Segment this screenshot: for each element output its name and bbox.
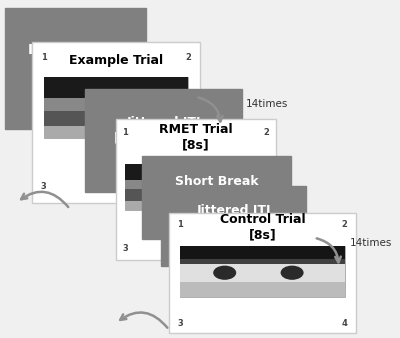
- Text: 3: 3: [122, 244, 128, 253]
- Bar: [142, 155, 291, 239]
- Ellipse shape: [213, 266, 236, 280]
- Bar: [180, 246, 345, 297]
- Text: 3: 3: [178, 319, 183, 328]
- Bar: [125, 189, 266, 201]
- Bar: [44, 77, 188, 138]
- Bar: [125, 201, 266, 210]
- Bar: [44, 111, 188, 126]
- Text: Short Break
[30s]: Short Break [30s]: [175, 175, 258, 203]
- Bar: [162, 186, 306, 266]
- Text: 14times: 14times: [245, 99, 288, 108]
- Text: 1: 1: [41, 53, 46, 62]
- Bar: [125, 164, 266, 180]
- Ellipse shape: [280, 266, 304, 280]
- Bar: [180, 264, 345, 282]
- Bar: [44, 126, 188, 138]
- Text: Control Trial
[8s]: Control Trial [8s]: [220, 213, 305, 241]
- Bar: [169, 213, 356, 333]
- Text: 4: 4: [342, 319, 348, 328]
- Bar: [44, 98, 188, 111]
- Text: RMET Trial
[8s]: RMET Trial [8s]: [159, 123, 233, 151]
- Text: 3: 3: [41, 182, 46, 191]
- Text: 1: 1: [177, 220, 183, 229]
- Text: 1: 1: [122, 128, 128, 137]
- Bar: [32, 42, 200, 202]
- Text: Example Trial: Example Trial: [69, 54, 163, 67]
- Text: Introduction: Introduction: [27, 43, 124, 57]
- Bar: [44, 77, 188, 98]
- Bar: [180, 246, 345, 259]
- Bar: [125, 164, 266, 210]
- Text: 14times: 14times: [350, 238, 392, 248]
- Text: Jittered ITI
[300-8000ms]: Jittered ITI [300-8000ms]: [185, 204, 283, 232]
- Bar: [85, 89, 242, 192]
- Bar: [180, 282, 345, 297]
- Bar: [180, 259, 345, 264]
- Bar: [5, 8, 146, 129]
- Text: Jittered ITI
[300-8000ms]: Jittered ITI [300-8000ms]: [114, 116, 212, 144]
- Text: 2: 2: [185, 53, 191, 62]
- Bar: [125, 180, 266, 189]
- Bar: [116, 119, 276, 260]
- Text: 2: 2: [263, 128, 269, 137]
- Text: 2: 2: [342, 220, 348, 229]
